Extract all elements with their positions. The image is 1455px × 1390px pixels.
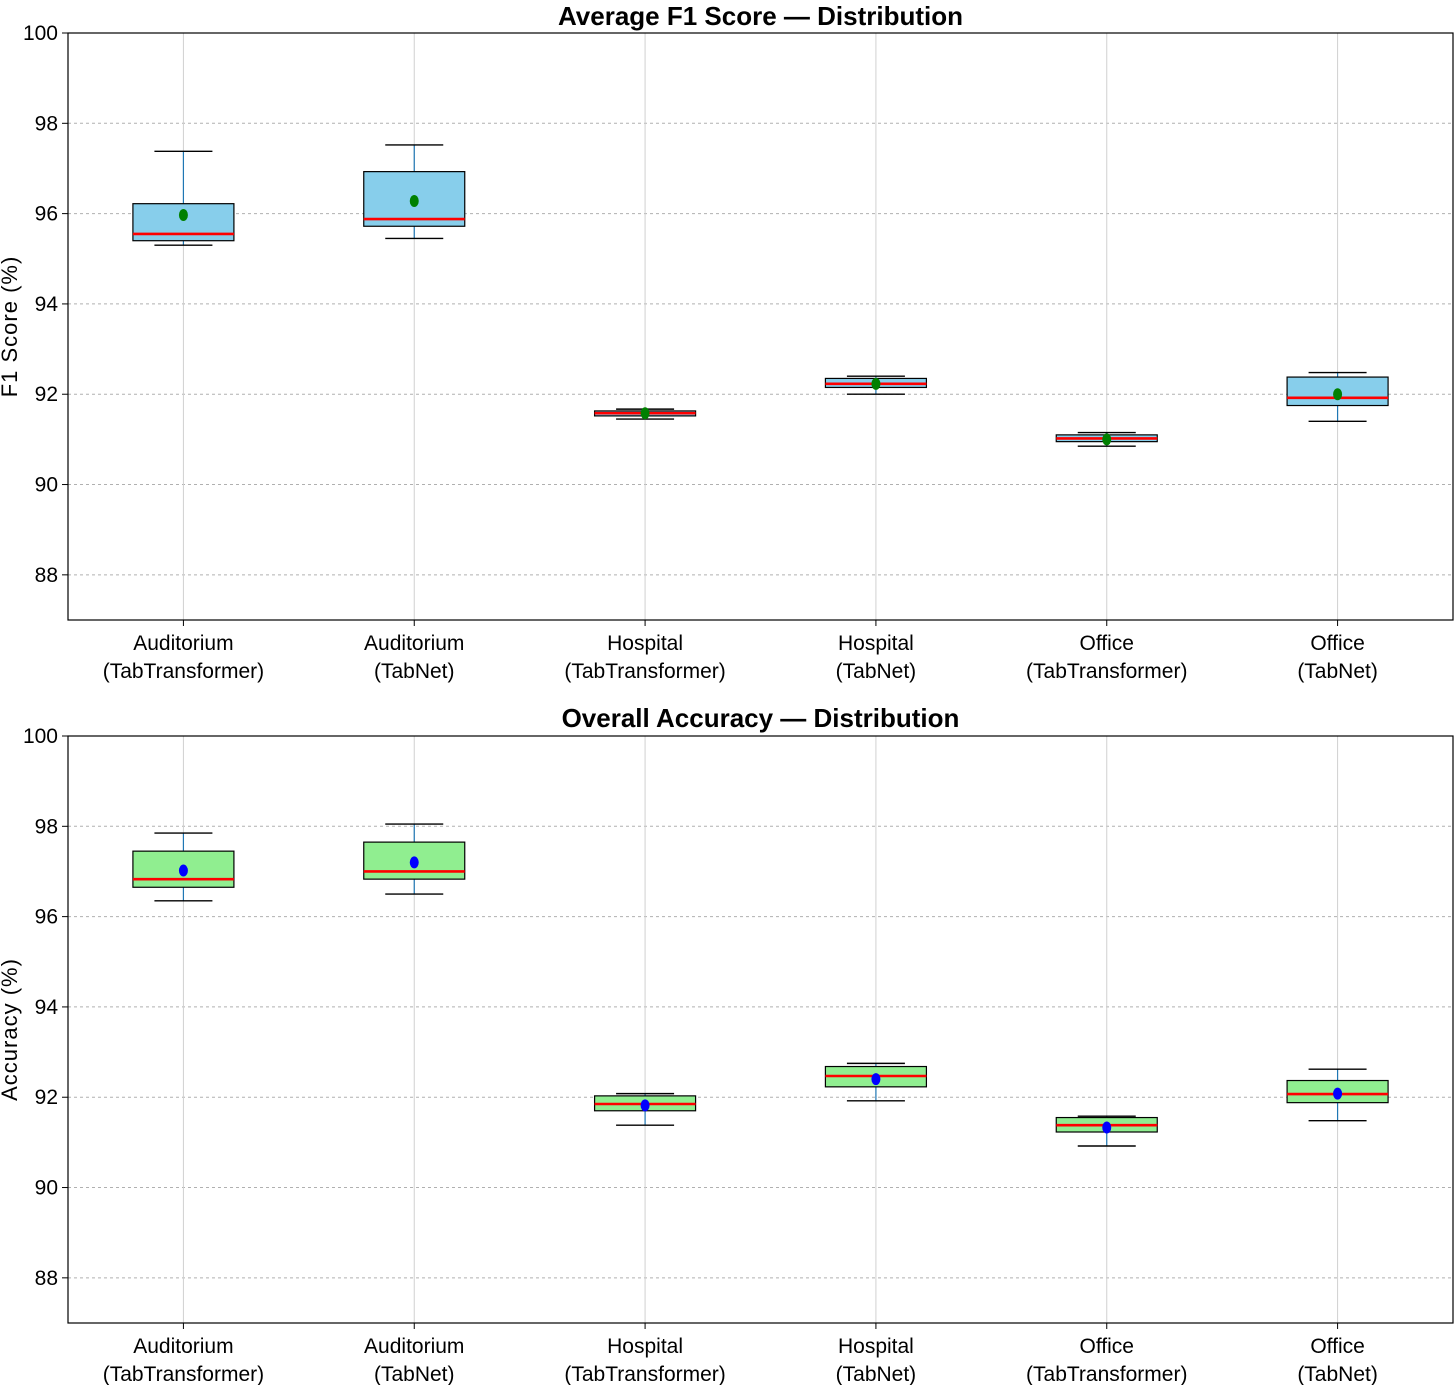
mean-marker	[1102, 1121, 1112, 1134]
y-tick-label: 100	[23, 725, 58, 748]
x-tick-label-line2: (TabTransformer)	[1026, 660, 1187, 683]
y-tick-label: 94	[35, 996, 59, 1019]
mean-marker	[178, 208, 188, 221]
x-tick-label-line1: Hospital	[838, 1335, 914, 1358]
mean-marker	[178, 864, 188, 877]
x-tick-label-line1: Auditorium	[133, 1335, 233, 1358]
y-axis-label: Accuracy (%)	[0, 958, 22, 1101]
y-tick-label: 96	[35, 203, 58, 226]
mean-marker	[1102, 433, 1112, 446]
y-tick-label: 100	[23, 22, 58, 45]
x-tick-label-line2: (TabTransformer)	[564, 1363, 725, 1385]
mean-marker	[871, 377, 881, 390]
x-tick-label-line1: Auditorium	[364, 1335, 464, 1358]
axes-frame	[67, 735, 1454, 1324]
mean-marker	[1333, 388, 1343, 401]
x-tick-label-line1: Office	[1310, 1335, 1364, 1358]
mean-marker	[409, 856, 419, 869]
accuracy-panel: Overall Accuracy — Distribution Accuracy …	[0, 703, 1454, 1386]
y-tick-label: 88	[35, 564, 58, 587]
x-tick-label-line2: (TabNet)	[836, 660, 917, 683]
x-tick-label-line2: (TabNet)	[374, 1363, 455, 1385]
x-tick-label-line2: (TabNet)	[1297, 1363, 1378, 1385]
x-tick-label-line1: Auditorium	[133, 632, 233, 655]
y-tick-label: 92	[35, 383, 58, 406]
axes-frame	[67, 32, 1454, 621]
y-tick-label: 92	[35, 1086, 58, 1109]
x-tick-label-line2: (TabTransformer)	[103, 660, 264, 683]
mean-marker	[871, 1073, 881, 1086]
mean-marker	[640, 1099, 650, 1112]
x-tick-label-line2: (TabTransformer)	[1026, 1363, 1187, 1385]
x-tick-label-line2: (TabTransformer)	[564, 660, 725, 683]
x-tick-label-line1: Office	[1080, 1335, 1134, 1358]
x-tick-label-line1: Auditorium	[364, 632, 464, 655]
x-tick-label-line1: Hospital	[838, 632, 914, 655]
y-tick-label: 90	[35, 1177, 58, 1200]
y-tick-label: 90	[35, 474, 58, 497]
chart-title: Average F1 Score — Distribution	[558, 1, 963, 31]
x-tick-label-line2: (TabNet)	[1297, 660, 1378, 683]
x-tick-label-line2: (TabTransformer)	[103, 1363, 264, 1385]
y-tick-label: 94	[35, 293, 59, 316]
x-tick-label-line1: Office	[1080, 632, 1134, 655]
f1-score-panel: Average F1 Score — Distribution F1 Score …	[0, 1, 1454, 683]
y-tick-label: 96	[35, 906, 58, 929]
mean-marker	[640, 407, 650, 420]
x-tick-label-line1: Hospital	[607, 1335, 683, 1358]
mean-marker	[1333, 1087, 1343, 1100]
y-tick-label: 98	[35, 112, 58, 135]
x-tick-label-line2: (TabNet)	[374, 660, 455, 683]
x-tick-label-line2: (TabNet)	[836, 1363, 917, 1385]
y-tick-label: 98	[35, 815, 58, 838]
x-tick-label-line1: Office	[1310, 632, 1364, 655]
x-tick-label-line1: Hospital	[607, 632, 683, 655]
chart-title: Overall Accuracy — Distribution	[562, 703, 960, 733]
mean-marker	[409, 194, 419, 207]
y-tick-label: 88	[35, 1267, 58, 1290]
y-axis-label: F1 Score (%)	[0, 256, 22, 398]
